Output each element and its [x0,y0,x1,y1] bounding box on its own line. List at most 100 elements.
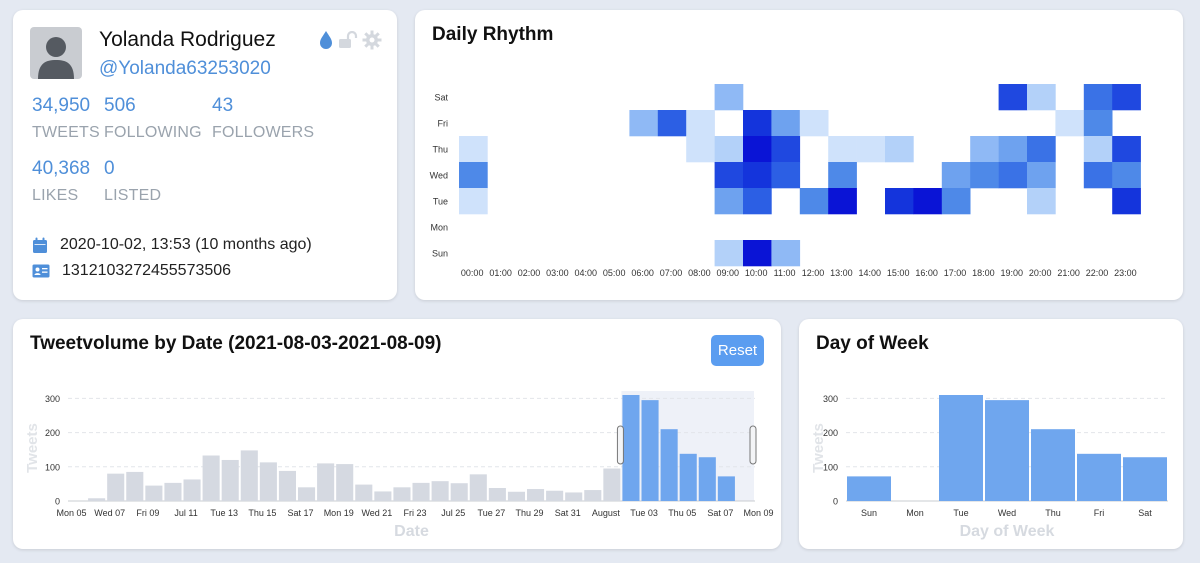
heatmap-cell[interactable] [885,136,914,163]
volume-bar[interactable] [355,484,373,501]
volume-bar[interactable] [107,473,125,501]
heatmap-cell[interactable] [1112,84,1141,111]
heatmap-cell[interactable] [743,136,772,163]
heatmap-cell[interactable] [1083,110,1113,137]
volume-bar[interactable] [641,400,659,501]
volume-bar[interactable] [88,498,106,501]
heatmap-cell[interactable] [459,162,488,189]
heatmap-cell[interactable] [856,136,886,163]
heatmap-cell[interactable] [941,188,971,215]
heatmap-cell[interactable] [941,162,971,189]
volume-bar[interactable] [202,455,220,501]
heatmap-cell[interactable] [799,188,829,215]
volume-bar[interactable] [278,470,296,501]
volume-bar[interactable] [507,491,525,501]
heatmap-cell[interactable] [743,110,772,137]
volume-bar[interactable] [126,471,144,501]
volume-bar[interactable] [259,462,277,501]
heatmap-cell[interactable] [828,136,857,163]
volume-bar[interactable] [336,464,354,501]
volume-bar[interactable] [393,487,411,501]
tweet-volume-chart[interactable]: 0 100 200 300 Tweets Date Mon 05 Wed 07 Fri 09 Ju… [13,319,781,549]
volume-bar[interactable] [221,459,239,501]
dow-bar[interactable] [1031,429,1075,501]
volume-bar[interactable] [717,476,735,501]
volume-bar[interactable] [431,481,449,501]
brush-handle-right[interactable] [749,425,757,465]
volume-bar[interactable] [584,490,602,501]
heatmap-cell[interactable] [459,188,488,215]
heatmap-cell[interactable] [771,162,801,189]
heatmap-cell[interactable] [714,240,744,267]
volume-bar[interactable] [317,463,335,501]
brush-handle-left[interactable] [616,425,624,465]
volume-bar[interactable] [145,485,163,501]
heatmap-cell[interactable] [771,240,801,267]
volume-bar[interactable] [412,482,430,501]
dow-bar[interactable] [847,476,891,501]
volume-bar[interactable] [527,489,545,501]
heatmap-cell[interactable] [1027,84,1056,111]
heatmap-cell[interactable] [799,110,829,137]
heatmap-cell[interactable] [1083,84,1113,111]
heatmap-cell[interactable] [828,188,857,215]
heatmap-cell[interactable] [459,136,488,163]
heatmap-cell[interactable] [1027,162,1056,189]
volume-bar[interactable] [183,479,201,501]
daily-rhythm-heatmap[interactable]: Sat Fri Thu Wed Tue Mon Sun 00:00 01:00 02:00 03:0… [415,10,1183,300]
dow-bar[interactable] [1077,453,1121,501]
heatmap-cell[interactable] [657,110,687,137]
heatmap-cell[interactable] [885,188,914,215]
heatmap-cell[interactable] [1112,188,1141,215]
heatmap-cell[interactable] [913,188,943,215]
volume-bar[interactable] [469,474,487,501]
heatmap-cell[interactable] [743,240,772,267]
volume-bar[interactable] [698,457,716,501]
heatmap-cell[interactable] [714,188,744,215]
heatmap-cell[interactable] [629,110,659,137]
heatmap-cell[interactable] [743,162,772,189]
heatmap-cell[interactable] [743,188,772,215]
heatmap-cell[interactable] [998,162,1028,189]
volume-bar[interactable] [660,429,678,501]
dow-bar[interactable] [1123,457,1167,501]
volume-bar[interactable] [603,468,621,501]
volume-bar[interactable] [546,490,564,501]
heatmap-cell[interactable] [998,136,1028,163]
heatmap-cell[interactable] [1112,162,1141,189]
heatmap-cell[interactable] [714,84,744,111]
profile-handle[interactable]: @Yolanda63253020 [99,58,271,79]
heatmap-cell[interactable] [1083,162,1113,189]
volume-bar[interactable] [679,453,697,501]
dow-bar[interactable] [939,395,983,501]
volume-bar[interactable] [298,487,316,501]
heatmap-cell[interactable] [970,136,999,163]
heatmap-cell[interactable] [828,162,857,189]
heatmap-cell[interactable] [771,110,801,137]
day-of-week-chart[interactable]: 0 100 200 300 Tweets Day of Week Sun Mon Tue Wed T… [799,319,1183,549]
volume-bar[interactable] [240,450,258,501]
volume-bar[interactable] [565,492,583,501]
heatmap-hour-label: 01:00 [489,268,512,278]
volume-bar[interactable] [374,491,392,501]
heatmap-cell[interactable] [686,110,715,137]
avatar[interactable] [30,27,82,79]
volume-bar[interactable] [622,395,640,501]
reset-button[interactable]: Reset [711,335,764,366]
heatmap-cell[interactable] [771,136,801,163]
dow-bar[interactable] [985,400,1029,501]
heatmap-cell[interactable] [970,162,999,189]
heatmap-cell[interactable] [686,136,715,163]
heatmap-cell[interactable] [1055,110,1085,137]
heatmap-hour-label: 04:00 [575,268,598,278]
heatmap-cell[interactable] [1027,136,1056,163]
heatmap-cell[interactable] [1027,188,1056,215]
volume-bar[interactable] [450,483,468,501]
volume-bar[interactable] [164,482,182,501]
heatmap-cell[interactable] [714,136,744,163]
heatmap-cell[interactable] [998,84,1028,111]
heatmap-cell[interactable] [1112,136,1141,163]
heatmap-cell[interactable] [1083,136,1113,163]
volume-bar[interactable] [488,488,506,501]
heatmap-cell[interactable] [714,162,744,189]
